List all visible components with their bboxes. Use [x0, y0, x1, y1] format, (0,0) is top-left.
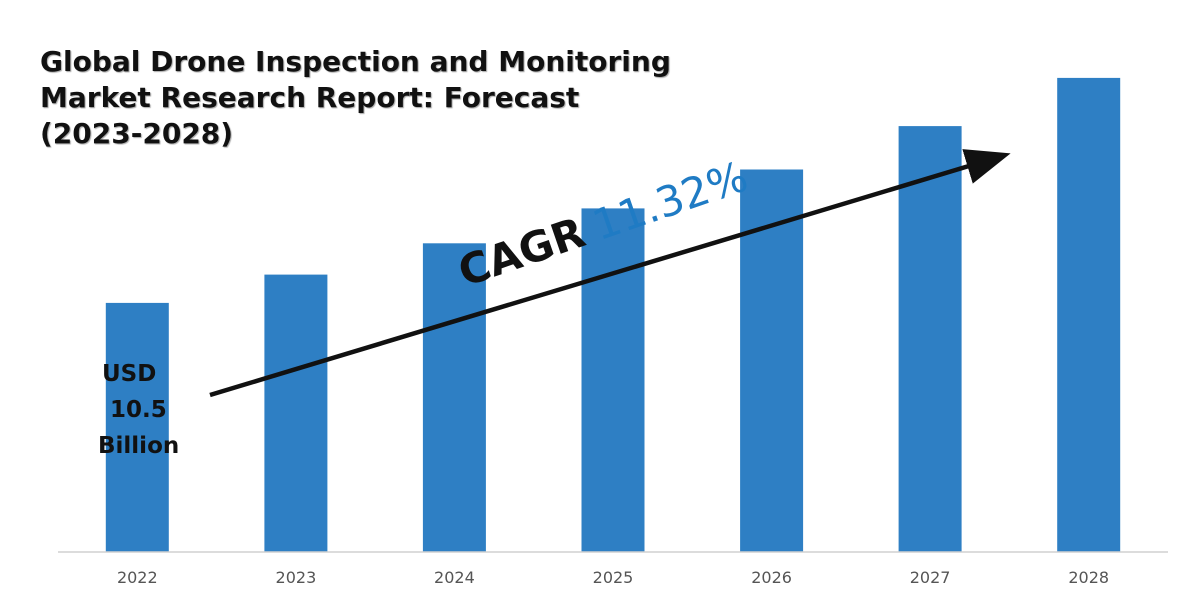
chart-title-line: Market Research Report: Forecast: [40, 81, 580, 114]
x-tick-label-2023: 2023: [276, 568, 317, 587]
x-tick-labels: 2022 2023 2024 2025 2026 2027 2028: [117, 568, 1109, 587]
x-tick-label-2024: 2024: [434, 568, 475, 587]
x-tick-label-2028: 2028: [1068, 568, 1109, 587]
bar-2027: [898, 126, 962, 552]
x-tick-label-2022: 2022: [117, 568, 158, 587]
bar-2025: [581, 208, 645, 552]
chart-title-line: (2023-2028): [40, 117, 234, 150]
bar-2022: [105, 302, 169, 552]
bar-2028: [1057, 77, 1121, 553]
x-tick-label-2026: 2026: [751, 568, 792, 587]
bars-group: [105, 77, 1121, 553]
chart-title-line: Global Drone Inspection and Monitoring: [40, 45, 671, 78]
start-value-amount: 10.5: [110, 397, 167, 423]
start-value-currency: USD: [102, 361, 157, 387]
chart-title: Global Drone Inspection and Monitoring M…: [40, 44, 680, 152]
x-tick-label-2025: 2025: [593, 568, 634, 587]
trend-arrow: [209, 149, 1011, 398]
start-value-label: USD 10.5 Billion: [86, 356, 196, 464]
start-value-unit: Billion: [98, 433, 180, 459]
bar-2024: [422, 243, 486, 553]
x-tick-label-2027: 2027: [910, 568, 951, 587]
bar-2023: [264, 274, 328, 552]
